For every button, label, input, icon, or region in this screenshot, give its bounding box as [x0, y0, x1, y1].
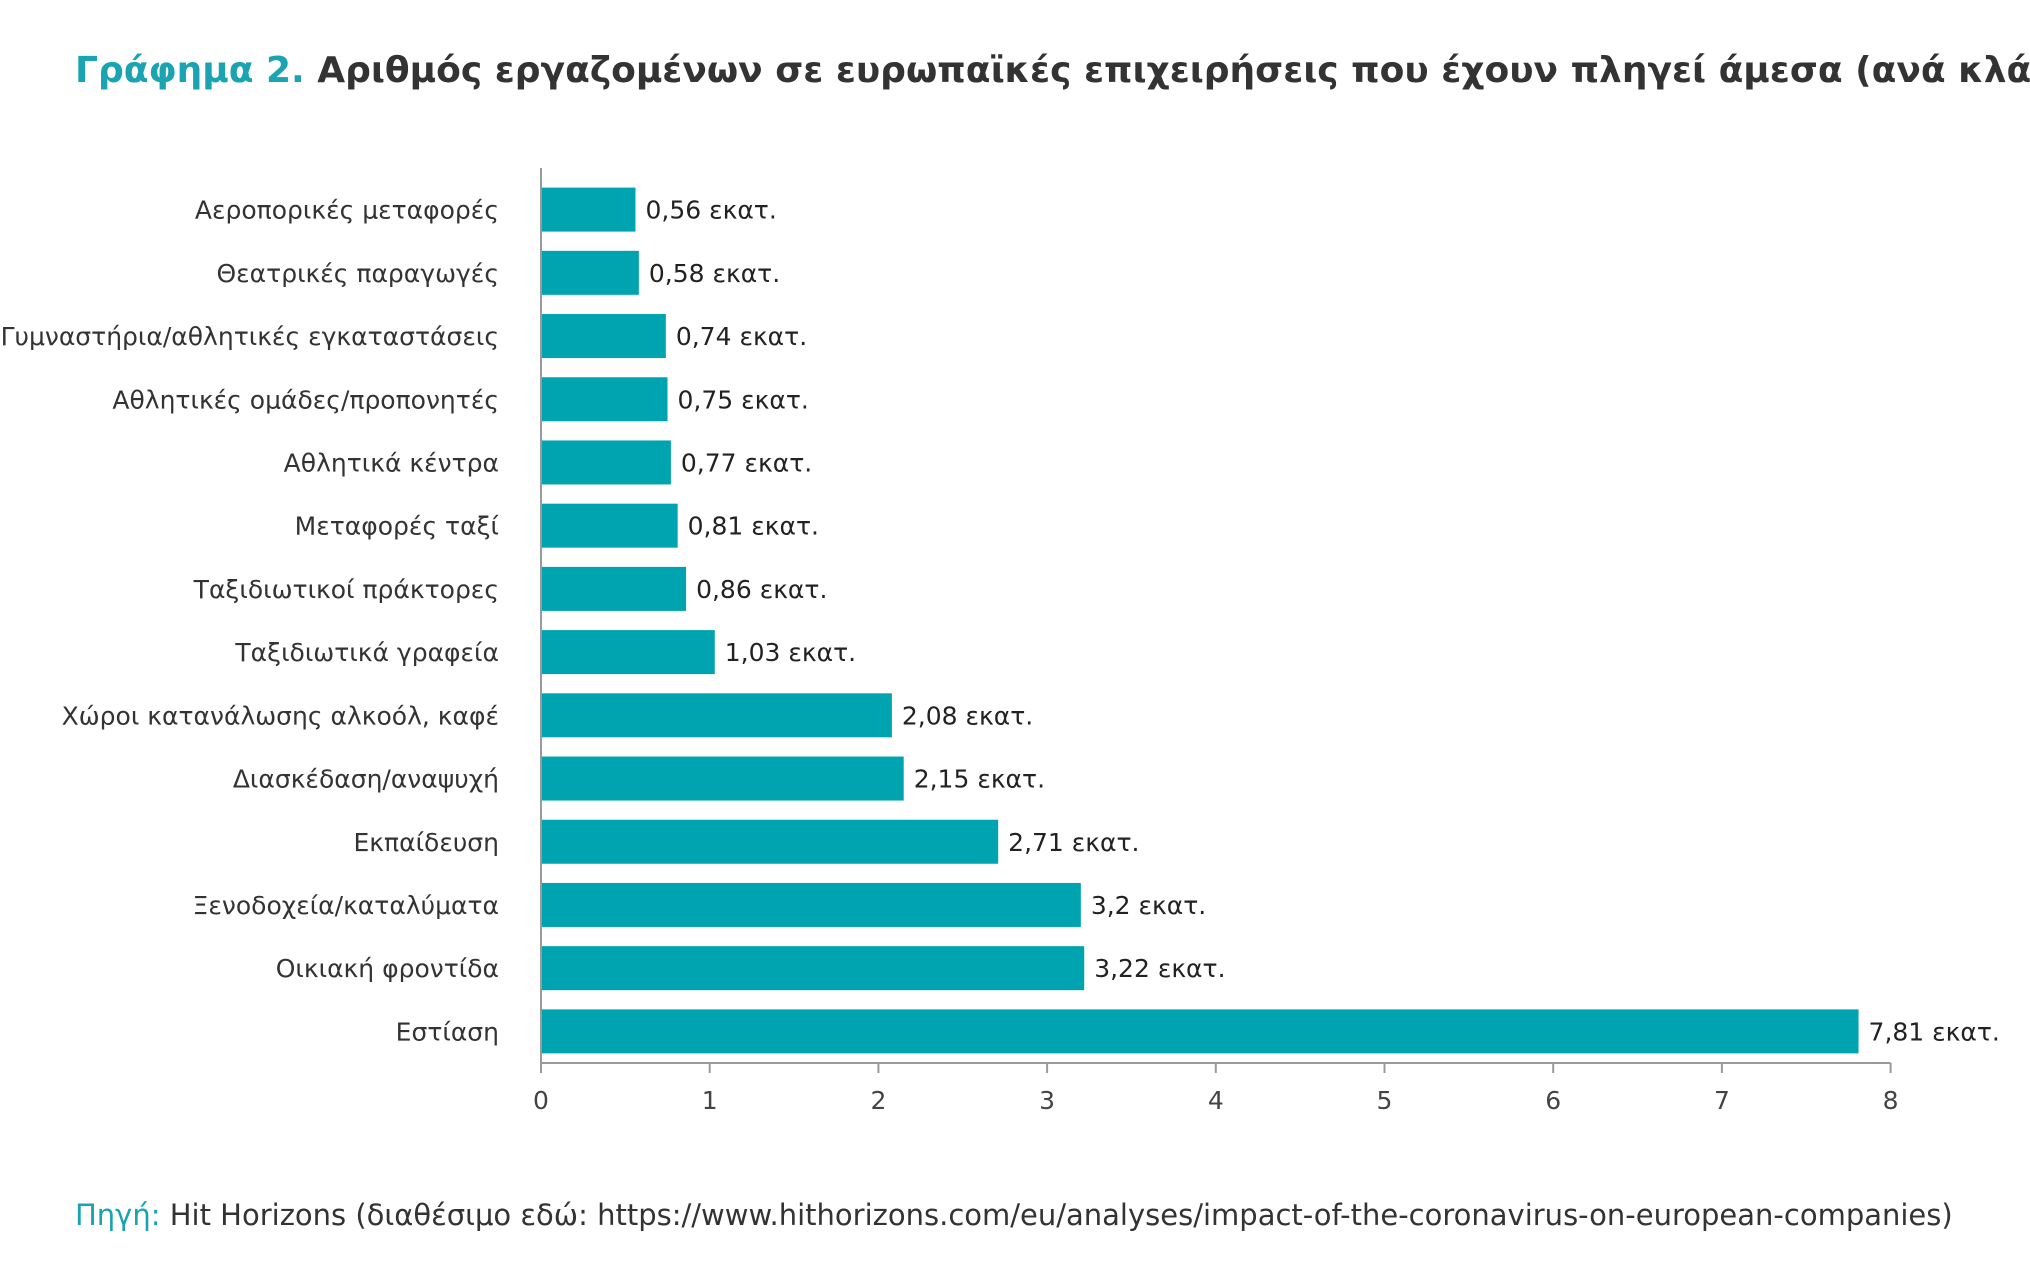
- bar: [541, 882, 1081, 927]
- data-label: 0,74 εκατ.: [676, 322, 807, 351]
- bar: [541, 440, 671, 485]
- bars-group: [541, 187, 1859, 1054]
- category-label: Χώροι κατανάλωσης αλκοόλ, καφέ: [62, 701, 499, 730]
- category-label: Αθλητικές ομάδες/προπονητές: [112, 385, 499, 414]
- bar: [541, 630, 715, 675]
- category-label: Ταξιδιωτικοί πράκτορες: [193, 575, 499, 604]
- source-text: Hit Horizons (διαθέσιμο εδώ: https://www…: [169, 1198, 1953, 1232]
- category-label: Οικιακή φροντίδα: [276, 954, 499, 983]
- x-tick-label: 8: [1883, 1086, 1899, 1115]
- data-label: 0,81 εκατ.: [688, 512, 819, 541]
- x-axis: 0 1 2 3 4 5 6 7 8: [533, 168, 1899, 1115]
- bar: [541, 503, 678, 548]
- category-label: Εστίαση: [396, 1017, 499, 1046]
- data-label: 2,71 εκατ.: [1008, 828, 1139, 857]
- x-tick-label: 6: [1545, 1086, 1561, 1115]
- data-label: 0,77 εκατ.: [681, 448, 812, 477]
- bar: [541, 250, 639, 295]
- category-label: Ταξιδιωτικά γραφεία: [234, 638, 499, 667]
- data-label: 0,56 εκατ.: [645, 196, 776, 225]
- x-tick-label: 1: [702, 1086, 718, 1115]
- category-label: Ξενοδοχεία/καταλύματα: [193, 891, 499, 920]
- data-label: 2,15 εκατ.: [914, 765, 1045, 794]
- x-tick-label: 3: [1039, 1086, 1055, 1115]
- x-tick-label: 7: [1714, 1086, 1730, 1115]
- category-label: Αθλητικά κέντρα: [284, 448, 499, 477]
- bar: [541, 756, 904, 801]
- x-tick-label: 5: [1377, 1086, 1393, 1115]
- bar: [541, 1009, 1859, 1054]
- bar: [541, 693, 892, 738]
- x-tick-label: 4: [1208, 1086, 1224, 1115]
- data-label: 0,75 εκατ.: [678, 385, 809, 414]
- source-lead: Πηγή:: [75, 1198, 161, 1232]
- bar: [541, 377, 668, 422]
- data-label: 3,2 εκατ.: [1091, 891, 1206, 920]
- data-label: 2,08 εκατ.: [902, 701, 1033, 730]
- bar: [541, 946, 1085, 991]
- chart-title-text: Αριθμός εργαζομένων σε ευρωπαϊκές επιχει…: [317, 50, 2030, 91]
- bar: [541, 314, 666, 359]
- category-label: Μεταφορές ταξί: [295, 512, 500, 541]
- data-label: 3,22 εκατ.: [1094, 954, 1225, 983]
- category-label: Εκπαίδευση: [354, 828, 499, 857]
- category-label: Αεροπορικές μεταφορές: [195, 196, 499, 225]
- category-label: Θεατρικές παραγωγές: [216, 259, 499, 288]
- chart-title: Γράφημα 2. Αριθμός εργαζομένων σε ευρωπα…: [75, 50, 2030, 91]
- bar: [541, 819, 999, 864]
- source-note: Πηγή: Hit Horizons (διαθέσιμο εδώ: https…: [75, 1198, 1953, 1232]
- data-label: 1,03 εκατ.: [725, 638, 856, 667]
- data-labels: 0,56 εκατ. 0,58 εκατ. 0,74 εκατ. 0,75 εκατ.…: [645, 196, 1999, 1047]
- x-tick-label: 2: [870, 1086, 886, 1115]
- category-label: Διασκέδαση/αναψυχή: [233, 765, 499, 794]
- category-label: Γυμναστήρια/αθλητικές εγκαταστάσεις: [1, 322, 499, 351]
- data-label: 7,81 εκατ.: [1869, 1017, 2000, 1046]
- category-labels: Αεροπορικές μεταφορές Θεατρικές παραγωγές…: [1, 196, 500, 1047]
- bar: [541, 566, 687, 611]
- x-tick-label: 0: [533, 1086, 549, 1115]
- data-label: 0,86 εκατ.: [696, 575, 827, 604]
- chart-title-lead: Γράφημα 2.: [75, 50, 305, 91]
- data-label: 0,58 εκατ.: [649, 259, 780, 288]
- bar: [541, 187, 636, 232]
